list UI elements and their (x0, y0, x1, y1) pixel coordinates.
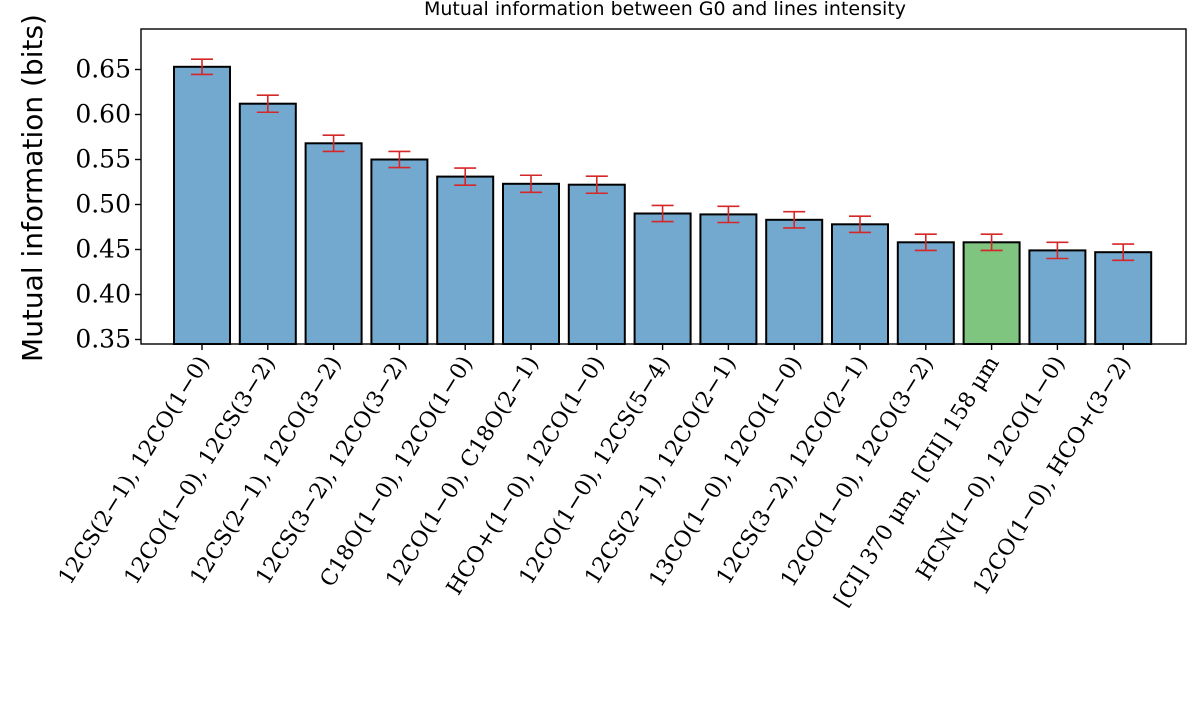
error-bar-13 (980, 233, 1003, 252)
error-bar-14 (1046, 241, 1069, 260)
y-tick-label-3: 0.45 (75, 235, 131, 264)
bar-15 (1094, 251, 1153, 345)
error-bar-8 (651, 204, 674, 223)
bar-4 (370, 158, 429, 345)
x-axis-ticks: 12CS(2−1), 12CO(1−0)12CO(1−0), 12CS(3−2)… (54, 344, 1136, 611)
y-tick-label-1: 0.35 (75, 325, 131, 354)
error-bar-10 (783, 210, 806, 229)
plot-frame (140, 28, 1187, 345)
bar-9 (699, 213, 758, 345)
bar-14 (1028, 249, 1087, 345)
bar-12 (896, 241, 955, 345)
bar-2 (238, 102, 297, 345)
bar-13 (962, 241, 1021, 345)
bar-6 (502, 182, 560, 345)
error-bar-2 (256, 94, 279, 114)
y-tick-label-2: 0.40 (75, 280, 131, 309)
error-bar-4 (388, 150, 411, 169)
error-bar-15 (1112, 243, 1135, 262)
bar-1 (173, 65, 231, 346)
y-tick-label-5: 0.55 (75, 145, 131, 174)
bar-8 (633, 212, 692, 345)
bar-7 (567, 183, 626, 345)
bar-3 (304, 142, 363, 345)
error-bar-3 (322, 134, 345, 153)
error-bar-11 (849, 215, 871, 234)
error-bar-6 (520, 174, 542, 194)
error-bar-1 (191, 58, 213, 76)
error-bar-9 (717, 205, 740, 224)
y-axis-ticks: 0.35 0.40 0.45 0.50 0.55 0.60 0.65 (75, 55, 141, 354)
y-axis-label: Mutual information (bits) (16, 14, 49, 362)
bar-11 (831, 223, 889, 345)
error-bar-12 (914, 233, 937, 252)
bar-5 (436, 175, 495, 345)
error-bars-layer (191, 58, 1135, 262)
chart-title: Mutual information between G0 and lines … (424, 0, 906, 20)
error-bar-7 (585, 175, 608, 195)
y-tick-label-4: 0.50 (75, 190, 131, 219)
bar-10 (765, 218, 824, 345)
y-tick-label-7: 0.65 (75, 55, 131, 84)
y-tick-label-6: 0.60 (75, 100, 131, 129)
error-bar-5 (454, 167, 477, 186)
